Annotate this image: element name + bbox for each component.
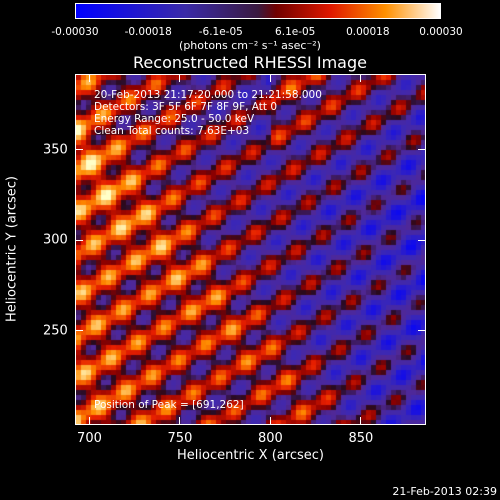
colorbar-tick-label: -0.00018 <box>124 26 172 38</box>
annotation-detectors: Detectors: 3F 5F 6F 7F 8F 9F, Att 0 <box>94 101 278 113</box>
chart-title: Reconstructed RHESSI Image <box>133 53 367 72</box>
plot-area: 20-Feb-2013 21:17:20.000 to 21:21:58.000… <box>75 74 426 425</box>
y-tick-label: 250 <box>43 323 68 339</box>
x-tick-label: 750 <box>167 431 193 446</box>
colorbar <box>75 3 441 19</box>
x-tick-mark <box>360 74 362 82</box>
x-tick-mark <box>88 417 90 425</box>
y-tick-label: 300 <box>43 232 68 248</box>
annotation-time: 20-Feb-2013 21:17:20.000 to 21:21:58.000 <box>94 89 322 101</box>
x-axis-label: Heliocentric X (arcsec) <box>177 448 324 463</box>
y-axis-label: Heliocentric Y (arcsec) <box>4 176 20 322</box>
heatmap-image <box>76 75 425 424</box>
x-tick-label: 850 <box>348 431 374 446</box>
x-tick-label: 800 <box>257 431 283 446</box>
timestamp: 21-Feb-2013 02:39 <box>392 485 497 498</box>
colorbar-units: (photons cm⁻² s⁻¹ asec⁻²) <box>179 39 321 52</box>
colorbar-tick-label: 0.00030 <box>419 26 463 38</box>
colorbar-tick-label: -6.1e-05 <box>198 26 243 38</box>
annotation-clean: Clean Total counts: 7.63E+03 <box>94 125 250 137</box>
y-tick-label: 350 <box>43 142 68 158</box>
x-tick-mark <box>269 417 271 425</box>
x-tick-label: 700 <box>77 431 102 446</box>
y-tick-mark <box>418 330 426 332</box>
colorbar-tick-label: -0.00030 <box>51 26 99 38</box>
x-tick-mark <box>269 74 271 82</box>
x-tick-mark <box>360 417 362 425</box>
y-tick-mark <box>75 330 83 332</box>
y-tick-mark <box>75 239 83 241</box>
y-tick-mark <box>418 239 426 241</box>
annotation-peak: Position of Peak = [691,262] <box>94 399 244 411</box>
colorbar-tick-label: 6.1e-05 <box>275 26 316 38</box>
x-tick-mark <box>88 74 90 82</box>
y-tick-mark <box>418 149 426 151</box>
annotation-energy: Energy Range: 25.0 - 50.0 keV <box>94 113 255 125</box>
x-tick-mark <box>179 74 181 82</box>
colorbar-tick-label: 0.00018 <box>346 26 390 38</box>
colorbar-gradient <box>76 4 440 18</box>
x-tick-mark <box>179 417 181 425</box>
y-tick-mark <box>75 149 83 151</box>
